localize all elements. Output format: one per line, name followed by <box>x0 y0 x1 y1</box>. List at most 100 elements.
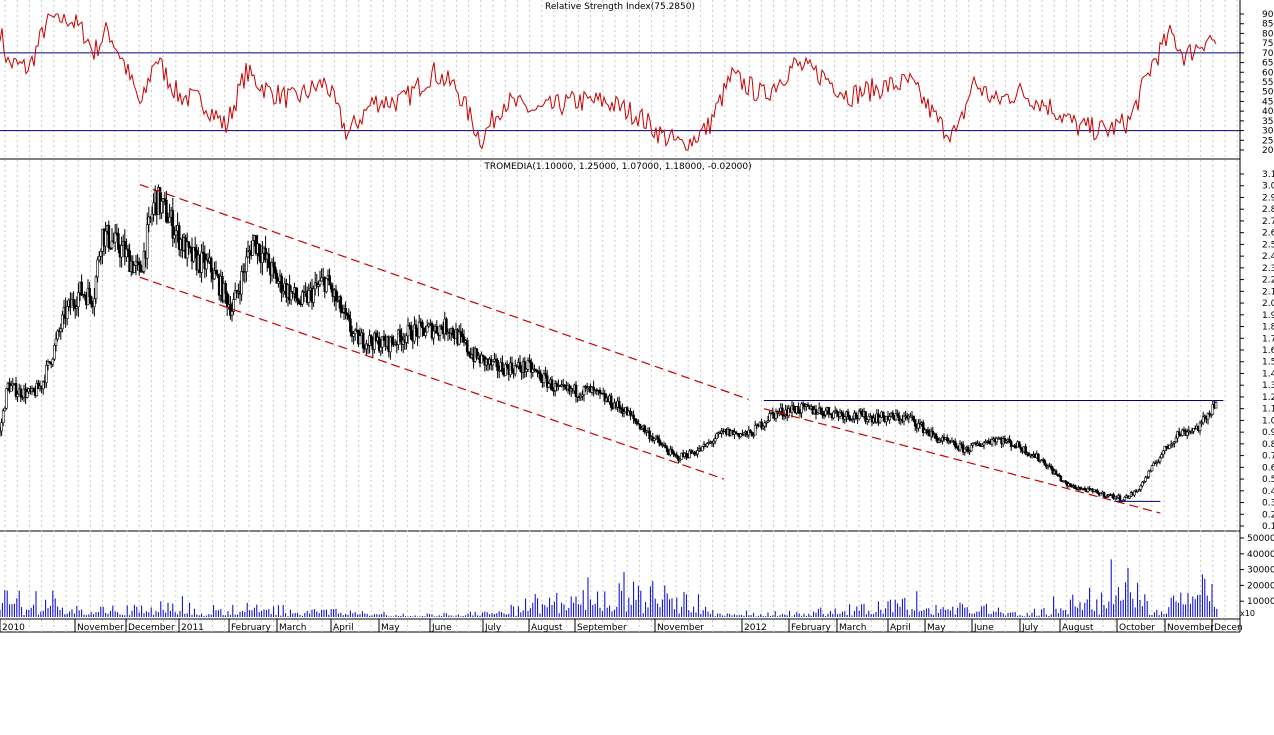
price-bar <box>960 441 963 449</box>
price-bar <box>352 330 355 345</box>
price-bar <box>424 325 427 339</box>
price-bar <box>405 332 408 350</box>
price-bar <box>358 327 362 345</box>
price-bar <box>761 425 765 430</box>
price-bar <box>896 409 899 418</box>
price-bar <box>713 434 717 445</box>
price-bar <box>529 358 533 379</box>
price-bar <box>582 385 586 402</box>
price-bar <box>80 274 83 297</box>
price-bar <box>377 331 381 353</box>
price-bar <box>768 410 771 422</box>
rsi-line <box>0 13 1217 151</box>
price-bar <box>1075 487 1079 490</box>
price-bar <box>93 287 96 317</box>
price-bar <box>229 296 232 320</box>
price-bar <box>88 281 91 304</box>
price-tick-label: 1.1 <box>1262 405 1274 415</box>
price-bar <box>1161 449 1165 459</box>
price-bar <box>224 280 227 304</box>
price-bar <box>1182 426 1186 432</box>
price-bar <box>1009 439 1013 451</box>
price-bar <box>493 352 496 363</box>
price-bar <box>409 321 413 341</box>
price-bar <box>934 432 938 442</box>
price-bar <box>16 390 19 403</box>
price-tick-label: 2.7 <box>1262 217 1274 227</box>
price-bar <box>800 401 803 419</box>
price-bar <box>553 380 557 397</box>
x-axis-label: April <box>890 623 911 633</box>
vertical-gridlines <box>4 0 1238 632</box>
price-tick-label: 1.7 <box>1262 334 1274 344</box>
price-bar <box>361 329 365 354</box>
x-axis-label: November <box>77 623 124 633</box>
price-bar <box>1024 443 1027 456</box>
price-bar <box>1173 440 1176 448</box>
price-bar <box>134 255 138 276</box>
price-bar <box>353 328 357 342</box>
channel-lower-2-line <box>763 408 1161 514</box>
rsi-tick-label: 35 <box>1262 117 1273 127</box>
price-bar <box>51 357 55 368</box>
price-bar <box>656 434 659 443</box>
price-bar <box>536 369 539 378</box>
price-bar <box>931 426 935 438</box>
price-bar <box>1 408 5 427</box>
rsi-tick-label: 50 <box>1262 88 1274 98</box>
price-bar <box>838 408 842 420</box>
price-bar <box>451 325 455 339</box>
x-axis-label: March <box>839 623 866 633</box>
price-bar <box>320 268 323 282</box>
price-tick-label: 2.4 <box>1262 252 1274 262</box>
price-bar <box>867 413 871 424</box>
price-bar <box>0 426 2 437</box>
price-bar <box>14 376 18 400</box>
price-bar <box>401 332 405 354</box>
price-bar <box>1049 463 1053 471</box>
x-axis-label: 2011 <box>181 623 204 633</box>
price-bar <box>83 291 87 301</box>
x-axis-label: August <box>531 623 563 633</box>
price-bar <box>233 282 237 300</box>
price-bar <box>213 261 216 281</box>
price-bar <box>550 375 554 391</box>
price-bar <box>459 323 463 343</box>
price-tick-label: 0.7 <box>1262 452 1274 462</box>
price-bar <box>467 351 471 357</box>
price-bar <box>113 223 117 252</box>
price-bar <box>1139 484 1143 492</box>
price-bar <box>147 206 151 233</box>
price-bar <box>261 241 264 276</box>
rsi-tick-label: 80 <box>1262 29 1274 39</box>
price-bar <box>888 413 891 424</box>
rsi-tick-label: 75 <box>1262 39 1273 49</box>
price-bar <box>1013 444 1016 449</box>
price-tick-label: 2.6 <box>1262 229 1274 239</box>
price-bar <box>1208 410 1211 418</box>
price-tick-label: 2.8 <box>1262 205 1274 215</box>
price-bar <box>637 419 640 425</box>
price-bar <box>968 449 971 455</box>
x-axis-label: July <box>484 623 502 633</box>
price-bar <box>955 443 959 449</box>
price-bar <box>152 193 155 222</box>
price-bar <box>296 287 299 306</box>
price-bar <box>835 408 839 418</box>
price-tick-label: 1.5 <box>1262 358 1274 368</box>
price-bar <box>531 362 535 378</box>
price-bar <box>1128 495 1131 500</box>
price-bar <box>742 432 746 437</box>
price-bar <box>294 287 298 304</box>
price-bar <box>987 437 991 444</box>
price-bar <box>822 411 826 420</box>
price-bar <box>417 314 421 339</box>
price-bar <box>665 445 669 455</box>
price-bar <box>749 429 752 434</box>
price-bar <box>1105 493 1109 499</box>
price-bar <box>1054 469 1058 475</box>
price-bar <box>653 437 656 445</box>
price-bar <box>537 366 541 380</box>
price-bar <box>192 246 195 263</box>
